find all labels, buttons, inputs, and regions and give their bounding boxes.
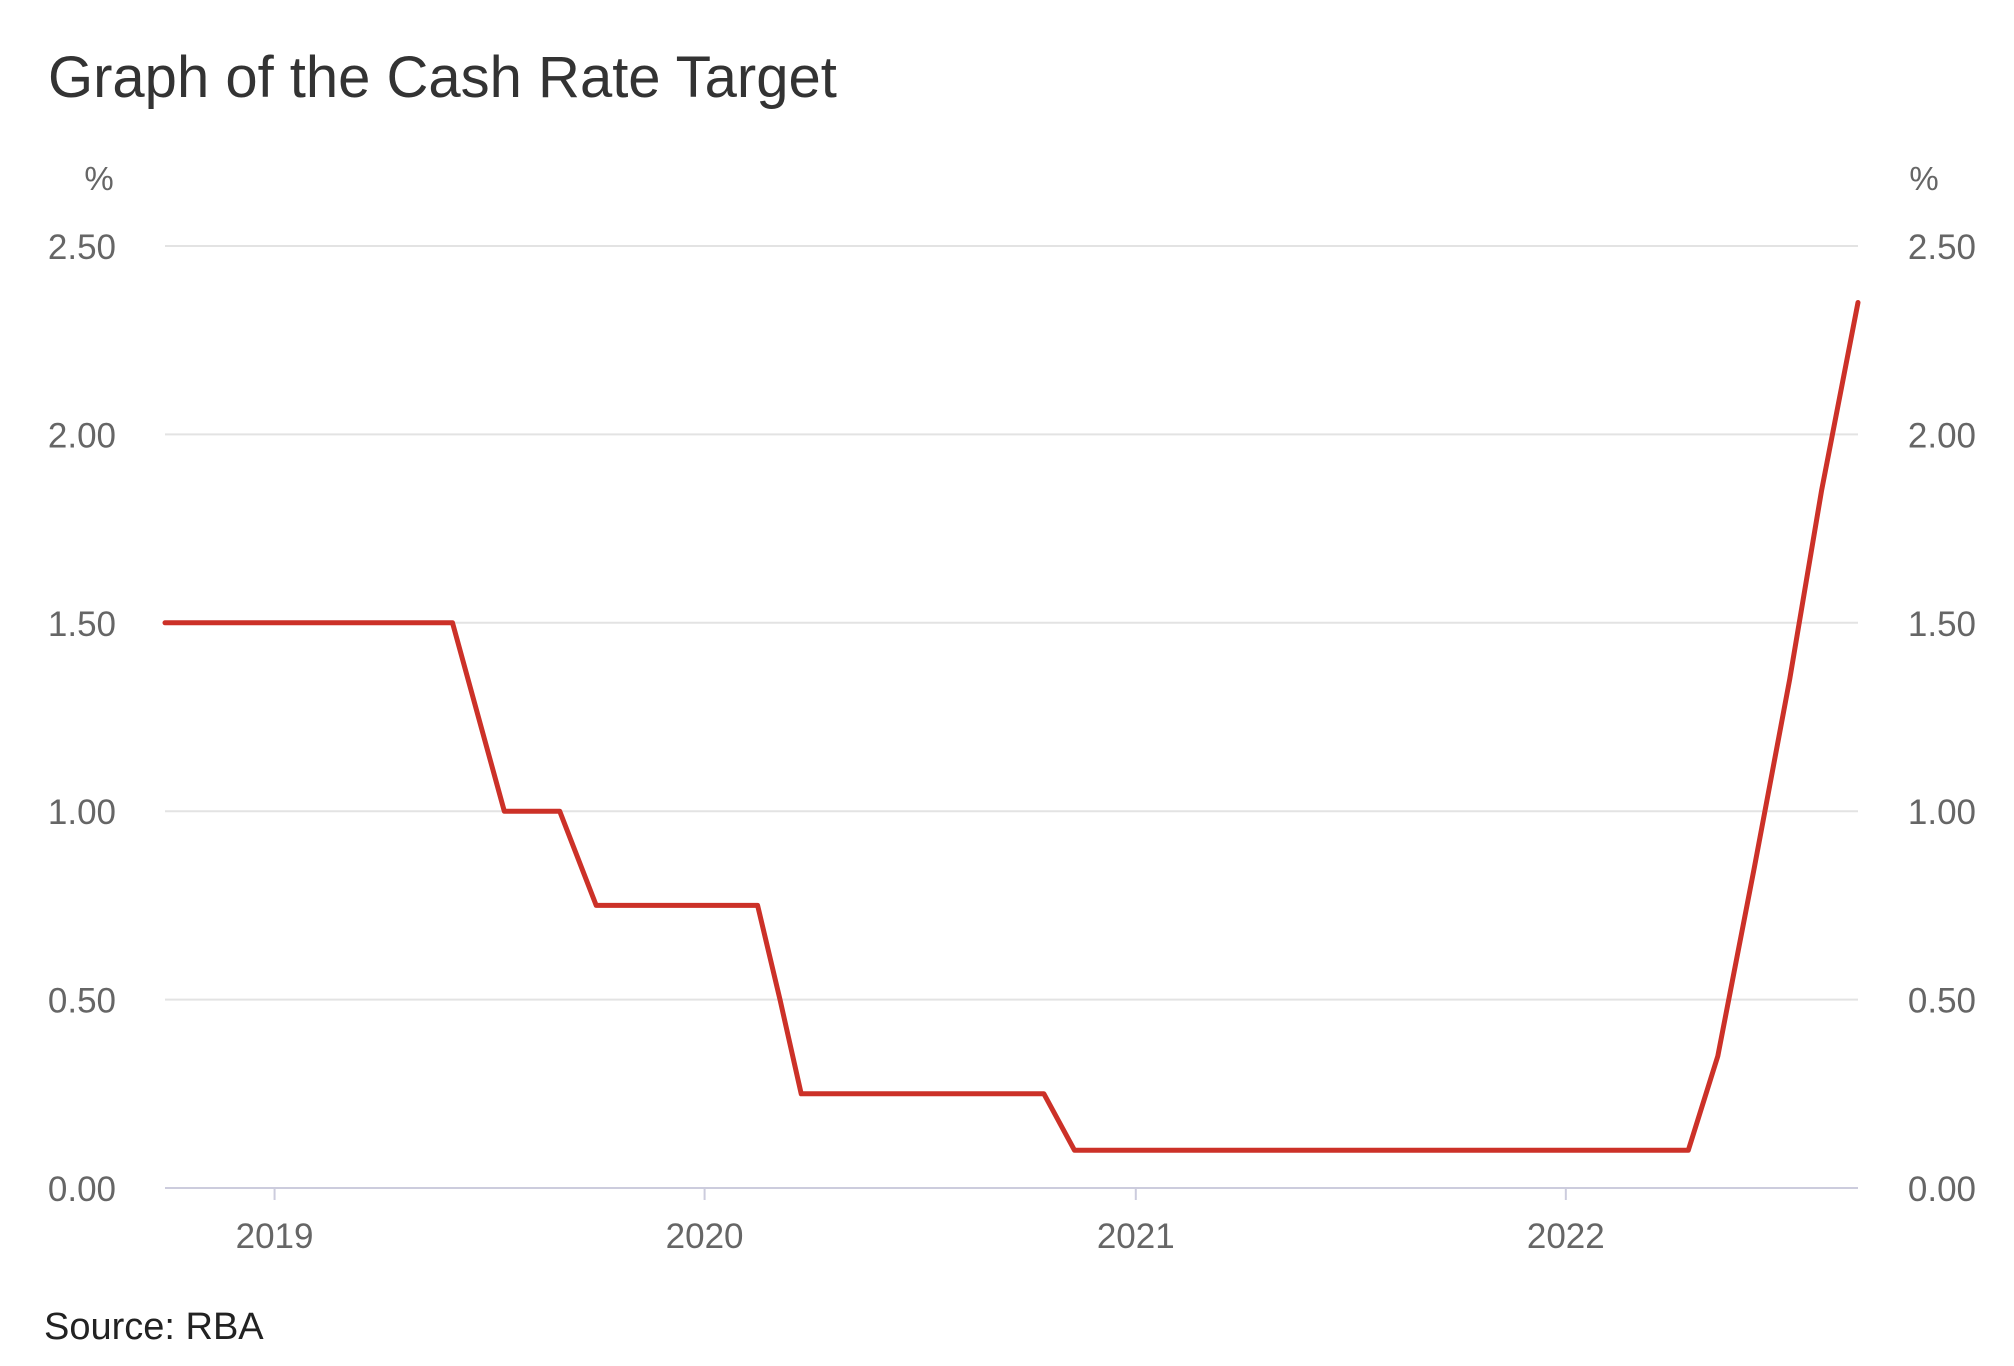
x-tick-label: 2022 [1527, 1217, 1605, 1256]
y-tick-label-right: 0.00 [1908, 1170, 1976, 1209]
y-tick-label-left: 0.00 [48, 1170, 116, 1209]
y-axis-left-ticks: 0.00 0.50 1.00 1.50 2.00 2.50 [48, 228, 116, 1209]
x-tick-label: 2021 [1097, 1217, 1175, 1256]
y-tick-label-right: 2.00 [1908, 416, 1976, 455]
y-tick-label-left: 0.50 [48, 982, 116, 1021]
source-note: Source: RBA [44, 1306, 264, 1348]
y-tick-label-right: 0.50 [1908, 982, 1976, 1021]
y-axis-unit-right: % [1909, 160, 1938, 197]
series-line-cash-rate [162, 300, 1861, 1153]
y-tick-label-right: 1.00 [1908, 793, 1976, 832]
y-tick-label-left: 2.50 [48, 228, 116, 267]
y-axis-unit-left: % [84, 160, 113, 197]
y-tick-label-left: 2.00 [48, 416, 116, 455]
series-layer [162, 300, 1861, 1153]
chart-title: Graph of the Cash Rate Target [48, 45, 837, 110]
x-tick-label: 2019 [236, 1217, 314, 1256]
y-tick-label-left: 1.00 [48, 793, 116, 832]
y-tick-label-left: 1.50 [48, 605, 116, 644]
y-tick-label-right: 1.50 [1908, 605, 1976, 644]
y-tick-label-right: 2.50 [1908, 228, 1976, 267]
x-axis-ticks: 2019 2020 2021 2022 [236, 1188, 1605, 1256]
y-axis-right-ticks: 0.00 0.50 1.00 1.50 2.00 2.50 [1908, 228, 1976, 1209]
x-tick-label: 2020 [666, 1217, 744, 1256]
